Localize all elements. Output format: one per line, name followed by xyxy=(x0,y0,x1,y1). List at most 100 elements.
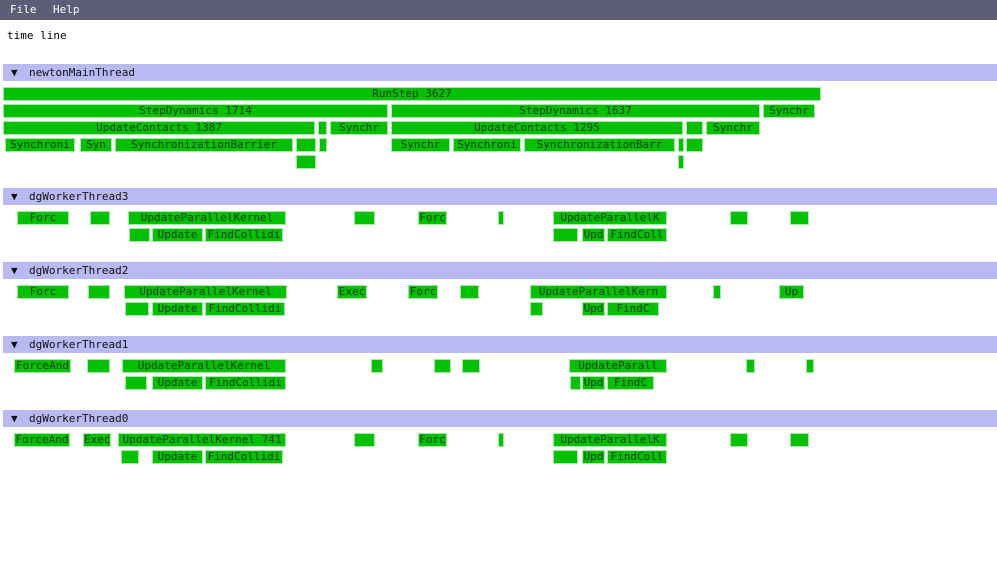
profile-block[interactable]: FindCollidi xyxy=(205,302,285,316)
profile-block[interactable] xyxy=(434,359,451,373)
menu-item[interactable]: File xyxy=(10,3,37,16)
profile-block[interactable]: UpdateParallelKernel 741 xyxy=(118,433,286,447)
profile-block[interactable]: UpdateParallelK xyxy=(553,433,667,447)
profile-block[interactable] xyxy=(530,302,543,316)
profile-block[interactable]: Update xyxy=(152,228,203,242)
profile-block[interactable] xyxy=(686,138,703,152)
collapse-toggle[interactable]: ▼ xyxy=(11,66,18,79)
profile-block[interactable]: StepDynamics 1637 xyxy=(391,104,760,118)
profile-block[interactable]: Exec xyxy=(337,285,367,299)
profile-block[interactable] xyxy=(746,359,755,373)
profile-block[interactable]: UpdateParallelKern xyxy=(530,285,667,299)
profile-block[interactable] xyxy=(90,211,110,225)
profile-block[interactable]: Forc xyxy=(17,285,69,299)
thread-header[interactable]: ▼ dgWorkerThread1 xyxy=(3,336,997,353)
profile-block[interactable]: Upd xyxy=(582,228,605,242)
profile-block[interactable] xyxy=(318,121,327,135)
profile-block[interactable] xyxy=(498,433,504,447)
profile-block[interactable] xyxy=(678,155,684,169)
profile-block[interactable]: UpdateContacts 1295 xyxy=(391,121,683,135)
profile-block[interactable] xyxy=(806,359,814,373)
collapse-toggle[interactable]: ▼ xyxy=(11,412,18,425)
profile-block[interactable]: Forc xyxy=(418,433,447,447)
thread-name: dgWorkerThread1 xyxy=(29,338,129,351)
profile-block[interactable]: Syn xyxy=(80,138,112,152)
profile-block[interactable]: FindColl xyxy=(607,228,667,242)
profile-block[interactable] xyxy=(125,376,147,390)
profile-block[interactable]: ForceAnd xyxy=(14,433,70,447)
profile-block[interactable]: Upd xyxy=(582,376,605,390)
profile-block[interactable] xyxy=(730,211,748,225)
profile-block[interactable]: SynchronizationBarr xyxy=(524,138,675,152)
collapse-toggle[interactable]: ▼ xyxy=(11,190,18,203)
profile-block[interactable] xyxy=(354,211,375,225)
profile-block[interactable]: Update xyxy=(152,376,203,390)
profile-block[interactable] xyxy=(319,138,327,152)
profile-block[interactable] xyxy=(121,450,139,464)
menu-bar: File Help xyxy=(0,0,997,20)
profile-block[interactable]: ForceAnd xyxy=(14,359,71,373)
menu-item[interactable]: Help xyxy=(53,3,80,16)
profile-block[interactable] xyxy=(354,433,375,447)
profile-block[interactable]: Up xyxy=(779,285,804,299)
profile-block[interactable]: UpdateParall xyxy=(569,359,667,373)
profile-block[interactable] xyxy=(462,359,480,373)
profile-block[interactable]: Synchroni xyxy=(453,138,521,152)
profile-block[interactable]: UpdateParallelKernel xyxy=(124,285,287,299)
profile-block[interactable] xyxy=(371,359,383,373)
profile-block[interactable] xyxy=(686,121,703,135)
profile-block[interactable]: Forc xyxy=(17,211,69,225)
profile-block[interactable]: UpdateParallelK xyxy=(553,211,667,225)
profile-block[interactable] xyxy=(125,302,149,316)
profile-block[interactable]: FindCollidi xyxy=(205,228,283,242)
thread-header[interactable]: ▼ dgWorkerThread2 xyxy=(3,262,997,279)
profile-block[interactable]: Update xyxy=(152,450,203,464)
profile-block[interactable] xyxy=(730,433,748,447)
profile-block[interactable]: UpdateParallelKernel xyxy=(128,211,286,225)
collapse-toggle[interactable]: ▼ xyxy=(11,338,18,351)
profile-block[interactable] xyxy=(296,155,316,169)
profile-block[interactable] xyxy=(790,211,809,225)
profile-block[interactable] xyxy=(88,285,110,299)
profile-block[interactable] xyxy=(553,450,578,464)
profile-block[interactable] xyxy=(87,359,110,373)
thread-header[interactable]: ▼ dgWorkerThread0 xyxy=(3,410,997,427)
profile-block[interactable]: StepDynamics 1714 xyxy=(3,104,388,118)
profile-block[interactable]: FindCollidi xyxy=(205,376,286,390)
thread-name: dgWorkerThread0 xyxy=(29,412,129,425)
profile-block[interactable]: Forc xyxy=(408,285,438,299)
profile-block[interactable]: Synchroni xyxy=(5,138,75,152)
profile-block[interactable] xyxy=(553,228,578,242)
profile-block[interactable] xyxy=(790,433,809,447)
profile-block[interactable] xyxy=(460,285,479,299)
profile-block[interactable]: FindC xyxy=(607,302,659,316)
profile-block[interactable]: FindC xyxy=(607,376,654,390)
thread-name: dgWorkerThread3 xyxy=(29,190,129,203)
profile-block[interactable] xyxy=(713,285,721,299)
profile-block[interactable]: Upd xyxy=(582,302,605,316)
profile-block[interactable]: Synchr xyxy=(391,138,450,152)
thread-header[interactable]: ▼ dgWorkerThread3 xyxy=(3,188,997,205)
profile-block[interactable]: RunStep 3627 xyxy=(3,87,821,101)
profile-block[interactable]: Synchr xyxy=(330,121,388,135)
profile-block[interactable]: Forc xyxy=(418,211,447,225)
profile-block[interactable]: Synchr xyxy=(763,104,815,118)
profile-block[interactable] xyxy=(296,138,316,152)
profile-block[interactable]: Update xyxy=(152,302,203,316)
profile-block[interactable]: Exec xyxy=(83,433,111,447)
profile-block[interactable]: FindCollidi xyxy=(205,450,283,464)
profile-block[interactable]: Upd xyxy=(582,450,605,464)
profile-block[interactable] xyxy=(129,228,150,242)
profile-block[interactable] xyxy=(678,138,684,152)
profile-block[interactable]: SynchronizationBarrier xyxy=(115,138,293,152)
profile-block[interactable] xyxy=(570,376,581,390)
collapse-toggle[interactable]: ▼ xyxy=(11,264,18,277)
profile-block[interactable]: FindColl xyxy=(607,450,667,464)
profile-block[interactable] xyxy=(498,211,504,225)
profile-block[interactable]: UpdateParallelKernel xyxy=(122,359,286,373)
profile-block[interactable]: Synchr xyxy=(706,121,760,135)
profile-block[interactable]: UpdateContacts 1387 xyxy=(3,121,315,135)
thread-name: newtonMainThread xyxy=(29,66,135,79)
thread-header[interactable]: ▼ newtonMainThread xyxy=(3,64,997,81)
